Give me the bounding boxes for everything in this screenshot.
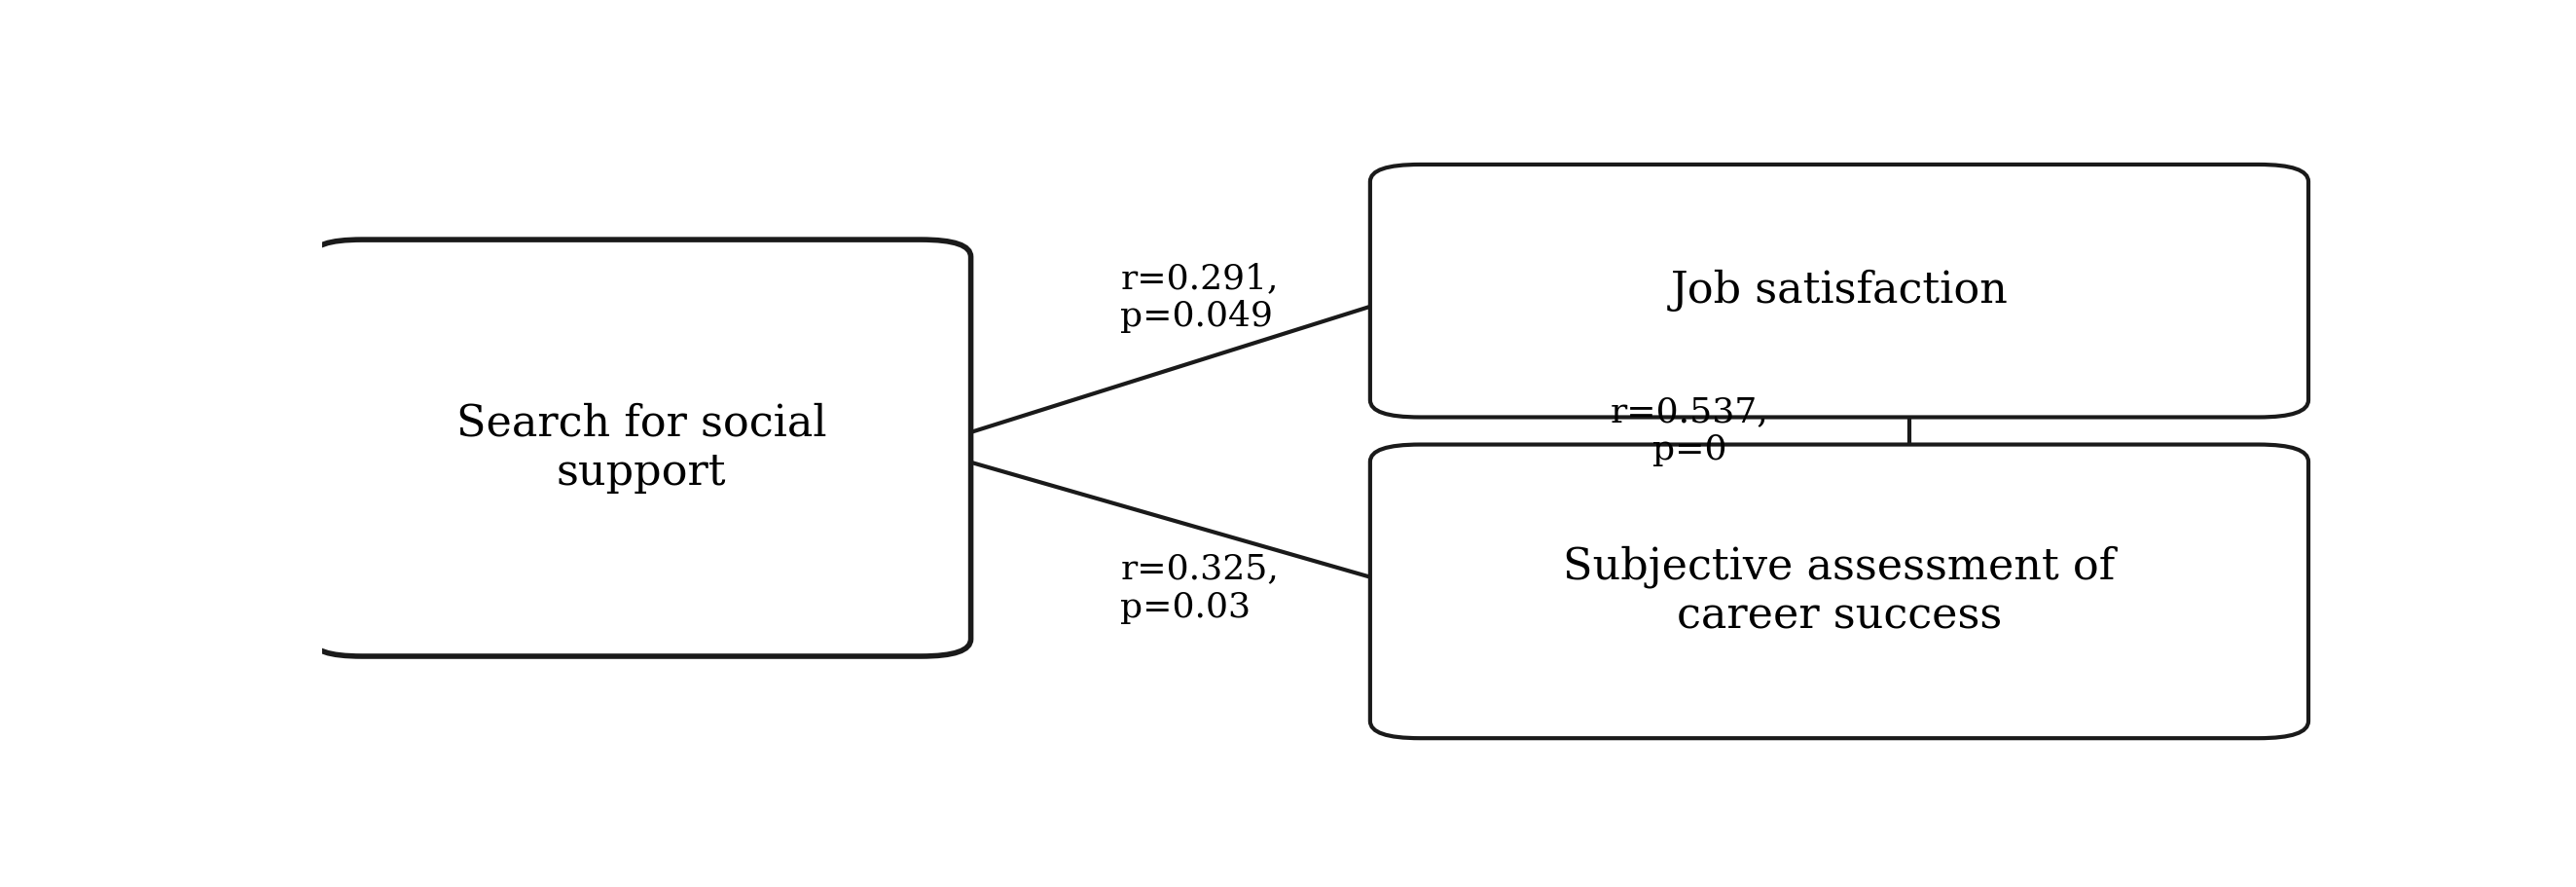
Text: Job satisfaction: Job satisfaction <box>1669 270 2009 312</box>
Text: Subjective assessment of
career success: Subjective assessment of career success <box>1564 546 2115 637</box>
Text: Search for social
support: Search for social support <box>456 403 827 493</box>
Text: r=0.537,
p=0: r=0.537, p=0 <box>1610 395 1770 467</box>
Text: r=0.325,
p=0.03: r=0.325, p=0.03 <box>1121 553 1280 624</box>
FancyBboxPatch shape <box>1370 164 2308 417</box>
FancyBboxPatch shape <box>1370 444 2308 738</box>
FancyBboxPatch shape <box>312 239 971 656</box>
Text: r=0.291,
p=0.049: r=0.291, p=0.049 <box>1121 262 1278 334</box>
